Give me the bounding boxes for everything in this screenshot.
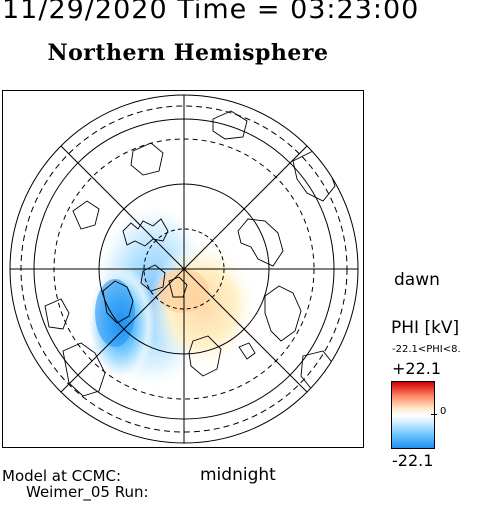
colorbar-zero-tick [431,414,437,415]
colorbar-zero-label: 0 [440,406,447,417]
colorbar-title: PHI [kV] [391,318,460,338]
meridian-lines [10,95,358,443]
midnight-label: midnight [200,465,276,485]
model-credit-line2: Weimer_05 Run: [26,483,149,501]
colorbar-gradient [391,381,435,449]
colorbar-max-label: +22.1 [392,359,442,378]
colorbar-min-label: -22.1 [392,451,434,470]
datetime-header: 11/29/2020 Time = 03:23:00 [2,0,420,25]
coastlines [44,110,336,397]
map-title: Northern Hemisphere [47,40,329,66]
colorbar-range-text: -22.1<PHI<8. [392,344,461,355]
polar-potential-map [9,94,359,444]
model-credit-line1: Model at CCMC: [2,467,122,485]
dawn-label: dawn [394,270,440,290]
polar-plot-frame [2,90,364,448]
